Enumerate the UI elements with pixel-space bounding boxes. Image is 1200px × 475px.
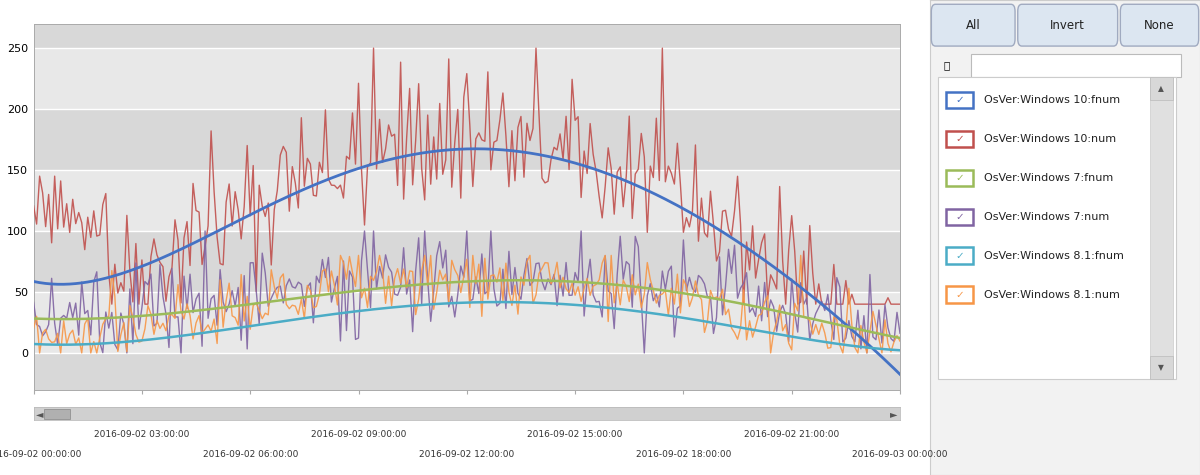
Text: ✓: ✓ <box>955 211 964 222</box>
Bar <box>1150 77 1174 100</box>
Bar <box>938 77 1176 379</box>
FancyBboxPatch shape <box>1121 4 1199 46</box>
Text: None: None <box>1144 19 1175 32</box>
Bar <box>947 170 973 186</box>
Text: ✓: ✓ <box>955 250 964 261</box>
Bar <box>1150 77 1174 379</box>
Text: OsVer:Windows 7:num: OsVer:Windows 7:num <box>984 211 1109 222</box>
Bar <box>947 209 973 225</box>
Bar <box>34 353 900 414</box>
Bar <box>947 286 973 303</box>
Bar <box>34 109 900 170</box>
Text: ✓: ✓ <box>955 172 964 183</box>
FancyBboxPatch shape <box>931 4 1015 46</box>
Text: 2016-09-02 18:00:00: 2016-09-02 18:00:00 <box>636 450 731 459</box>
Text: OsVer:Windows 7:fnum: OsVer:Windows 7:fnum <box>984 172 1114 183</box>
Text: OsVer:Windows 10:fnum: OsVer:Windows 10:fnum <box>984 95 1120 105</box>
Text: 🔍: 🔍 <box>943 60 949 71</box>
Text: OsVer:Windows 8.1:num: OsVer:Windows 8.1:num <box>984 289 1120 300</box>
Text: All: All <box>966 19 980 32</box>
Bar <box>34 231 900 292</box>
Text: 2016-09-02 03:00:00: 2016-09-02 03:00:00 <box>95 430 190 439</box>
Text: 2016-09-02 21:00:00: 2016-09-02 21:00:00 <box>744 430 839 439</box>
Bar <box>947 92 973 108</box>
Text: 2016-09-02 12:00:00: 2016-09-02 12:00:00 <box>419 450 515 459</box>
Text: ✓: ✓ <box>955 95 964 105</box>
Text: OsVer:Windows 10:num: OsVer:Windows 10:num <box>984 133 1116 144</box>
Bar <box>34 48 900 109</box>
Text: 2016-09-03 00:00:00: 2016-09-03 00:00:00 <box>852 450 948 459</box>
Bar <box>971 54 1181 77</box>
Text: 2016-09-02 09:00:00: 2016-09-02 09:00:00 <box>311 430 406 439</box>
Text: ►: ► <box>890 408 898 419</box>
Bar <box>44 408 70 419</box>
Text: 2016-09-02 00:00:00: 2016-09-02 00:00:00 <box>0 450 82 459</box>
Bar <box>947 131 973 147</box>
Bar <box>34 0 900 48</box>
Bar <box>34 292 900 353</box>
Text: ▲: ▲ <box>1158 84 1164 93</box>
Bar <box>947 247 973 264</box>
Text: ▼: ▼ <box>1158 363 1164 371</box>
Text: 2016-09-02 06:00:00: 2016-09-02 06:00:00 <box>203 450 298 459</box>
Bar <box>1150 356 1174 379</box>
Text: ✓: ✓ <box>955 289 964 300</box>
Text: 2016-09-02 15:00:00: 2016-09-02 15:00:00 <box>528 430 623 439</box>
Text: Invert: Invert <box>1050 19 1085 32</box>
Text: ✓: ✓ <box>955 133 964 144</box>
Text: ◄: ◄ <box>36 408 43 419</box>
FancyBboxPatch shape <box>1018 4 1117 46</box>
Bar <box>34 170 900 231</box>
Text: OsVer:Windows 8.1:fnum: OsVer:Windows 8.1:fnum <box>984 250 1124 261</box>
